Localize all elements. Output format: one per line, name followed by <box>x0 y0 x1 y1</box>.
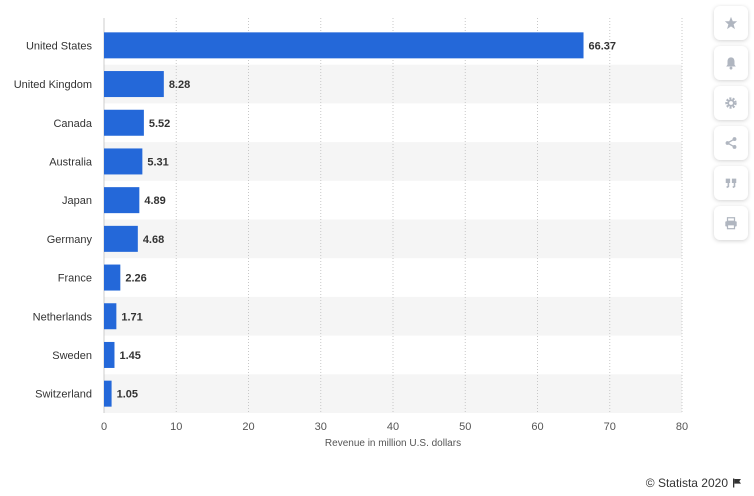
notification-button[interactable] <box>714 46 748 80</box>
print-button[interactable] <box>714 206 748 240</box>
quote-icon <box>725 178 737 189</box>
share-button[interactable] <box>714 126 748 160</box>
favorite-button[interactable] <box>714 6 748 40</box>
data-label: 5.31 <box>147 156 168 168</box>
x-tick-label: 20 <box>242 421 254 433</box>
category-label: United Kingdom <box>14 79 92 91</box>
bar-chart: United States 66.37 United Kingdom 8.28 Cana… <box>14 18 688 449</box>
bar <box>104 148 143 175</box>
category-label: France <box>58 273 92 285</box>
row-stripe <box>104 296 682 336</box>
data-label: 8.28 <box>169 79 190 91</box>
x-tick-label: 40 <box>387 421 399 433</box>
star-icon <box>724 16 738 30</box>
settings-button[interactable] <box>714 86 748 120</box>
print-icon <box>725 217 737 230</box>
data-label: 1.05 <box>117 389 138 401</box>
category-label: Japan <box>62 195 92 207</box>
chart-toolbar <box>714 6 750 240</box>
data-label: 4.89 <box>144 195 165 207</box>
bell-icon <box>726 57 736 70</box>
category-label: Sweden <box>52 350 92 362</box>
x-tick-label: 80 <box>676 421 688 433</box>
data-label: 4.68 <box>143 234 164 246</box>
flag-icon <box>733 478 741 488</box>
bar <box>104 32 584 59</box>
x-tick-label: 60 <box>531 421 543 433</box>
bar <box>104 264 121 291</box>
data-label: 1.45 <box>119 350 140 362</box>
x-tick-label: 70 <box>604 421 616 433</box>
x-tick-label: 0 <box>101 421 107 433</box>
share-icon <box>725 137 737 149</box>
category-label: United States <box>26 40 93 52</box>
source-credit[interactable]: © Statista 2020 <box>646 476 742 490</box>
bar <box>104 71 164 98</box>
data-label: 5.52 <box>149 118 170 130</box>
bar <box>104 225 138 252</box>
data-label: 66.37 <box>589 40 617 52</box>
category-label: Canada <box>53 118 92 130</box>
data-label: 1.71 <box>121 311 142 323</box>
category-label: Australia <box>49 156 93 168</box>
x-axis-title: Revenue in million U.S. dollars <box>325 438 461 449</box>
category-label: Switzerland <box>35 389 92 401</box>
cite-button[interactable] <box>714 166 748 200</box>
bar <box>104 341 115 368</box>
bar <box>104 109 144 136</box>
x-tick-label: 10 <box>170 421 182 433</box>
bar <box>104 380 112 407</box>
data-label: 2.26 <box>125 273 146 285</box>
credit-text: © Statista 2020 <box>645 476 728 490</box>
category-label: Netherlands <box>33 311 93 323</box>
x-tick-label: 50 <box>459 421 471 433</box>
x-tick-label: 30 <box>315 421 327 433</box>
gear-icon <box>725 97 737 109</box>
bar <box>104 303 117 330</box>
bar <box>104 187 140 214</box>
category-label: Germany <box>47 234 93 246</box>
